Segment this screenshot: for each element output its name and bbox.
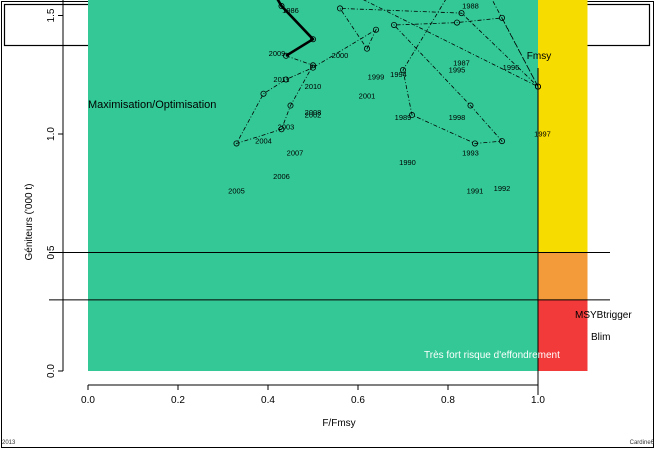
series-line-1	[276, 0, 315, 57]
year-label-1996: 1996	[503, 63, 520, 72]
x-axis-title: F/Fmsy	[322, 418, 355, 429]
point-1995	[453, 19, 460, 26]
year-label-1991: 1991	[467, 186, 484, 195]
year-label-2007: 2007	[287, 148, 304, 157]
point-1990	[408, 112, 415, 119]
point-1993	[467, 102, 474, 109]
year-label-2011: 2011	[273, 75, 289, 84]
y-tick-label-3: 1.5	[46, 8, 57, 22]
x-tick-label-4: 0.8	[441, 395, 455, 406]
year-label-2000: 2000	[332, 51, 349, 60]
points-layer	[233, 3, 542, 147]
point-1992	[498, 138, 505, 145]
point-2000	[363, 45, 370, 52]
year-label-1994: 1994	[390, 70, 407, 79]
footer-credit: Cardine6	[629, 440, 654, 446]
zone-rect-2	[538, 252, 588, 300]
point-2005	[233, 140, 240, 147]
reference-lines-layer	[49, 68, 610, 395]
year-label-1995: 1995	[449, 65, 466, 74]
year-label-1992: 1992	[494, 184, 511, 193]
point-1989	[399, 67, 406, 74]
footer-year: 2013	[2, 440, 16, 446]
axes-layer: 0.00.20.40.60.81.00.00.51.01.52.02.5	[46, 0, 545, 406]
zone-rect-1	[538, 0, 588, 253]
point-2004	[260, 90, 267, 97]
point-1994	[390, 21, 397, 28]
point-2001	[372, 26, 379, 33]
year-labels-layer: 1985198619871988198919901991199219931994…	[228, 1, 551, 195]
msybtrigger-label: MSYBtrigger	[575, 310, 632, 321]
point-1998	[458, 10, 465, 17]
x-tick-label-1: 0.2	[171, 395, 185, 406]
year-label-2006: 2006	[273, 172, 290, 181]
fmsy-label: Fmsy	[527, 51, 551, 62]
year-label-2009: 2009	[269, 49, 286, 58]
year-label-2010: 2010	[305, 82, 322, 91]
year-label-2001: 2001	[359, 91, 376, 100]
year-label-2002: 2002	[305, 110, 322, 119]
year-label-1989: 1989	[395, 113, 412, 122]
year-label-1997: 1997	[534, 129, 551, 138]
year-label-1987: 1987	[453, 58, 470, 67]
point-1997	[535, 83, 542, 90]
year-label-1999: 1999	[368, 72, 385, 81]
point-1999	[336, 5, 343, 12]
point-2011	[278, 3, 285, 10]
zone-label-maximisation: Maximisation/Optimisation	[88, 99, 216, 111]
zones-layer	[88, 0, 588, 371]
x-tick-label-5: 1.0	[531, 395, 545, 406]
zone-rect-3	[538, 299, 588, 371]
point-2010	[309, 36, 316, 43]
year-label-2004: 2004	[255, 136, 272, 145]
zone-rect-0	[88, 0, 538, 371]
x-tick-label-0: 0.0	[81, 395, 95, 406]
point-2008	[309, 62, 316, 69]
blim-label: Blim	[591, 332, 610, 343]
zone-label-collapse-risk: Très fort risque d'effondrement	[424, 350, 560, 361]
x-tick-label-3: 0.6	[351, 395, 365, 406]
point-1996	[498, 14, 505, 21]
point-2006	[278, 126, 285, 133]
year-label-2005: 2005	[228, 186, 245, 195]
year-label-2003: 2003	[278, 122, 295, 131]
y-tick-label-2: 1.0	[46, 127, 57, 141]
series-line-0	[235, 0, 539, 145]
point-2003	[282, 76, 289, 83]
year-label-2008: 2008	[305, 108, 322, 117]
point-2002	[309, 64, 316, 71]
point-1991	[471, 140, 478, 147]
year-label-1990: 1990	[399, 158, 416, 167]
year-label-1993: 1993	[462, 148, 479, 157]
point-2009	[282, 52, 289, 59]
year-label-1986: 1986	[282, 6, 299, 15]
point-2007	[287, 102, 294, 109]
year-label-1988: 1988	[462, 1, 479, 10]
y-tick-label-1: 0.5	[46, 245, 57, 259]
x-tick-label-2: 0.4	[261, 395, 275, 406]
y-tick-label-0: 0.0	[46, 364, 57, 378]
y-axis-title: Géniteurs ('000 t)	[24, 184, 35, 261]
year-label-1998: 1998	[449, 113, 466, 122]
series-layer	[235, 0, 539, 145]
